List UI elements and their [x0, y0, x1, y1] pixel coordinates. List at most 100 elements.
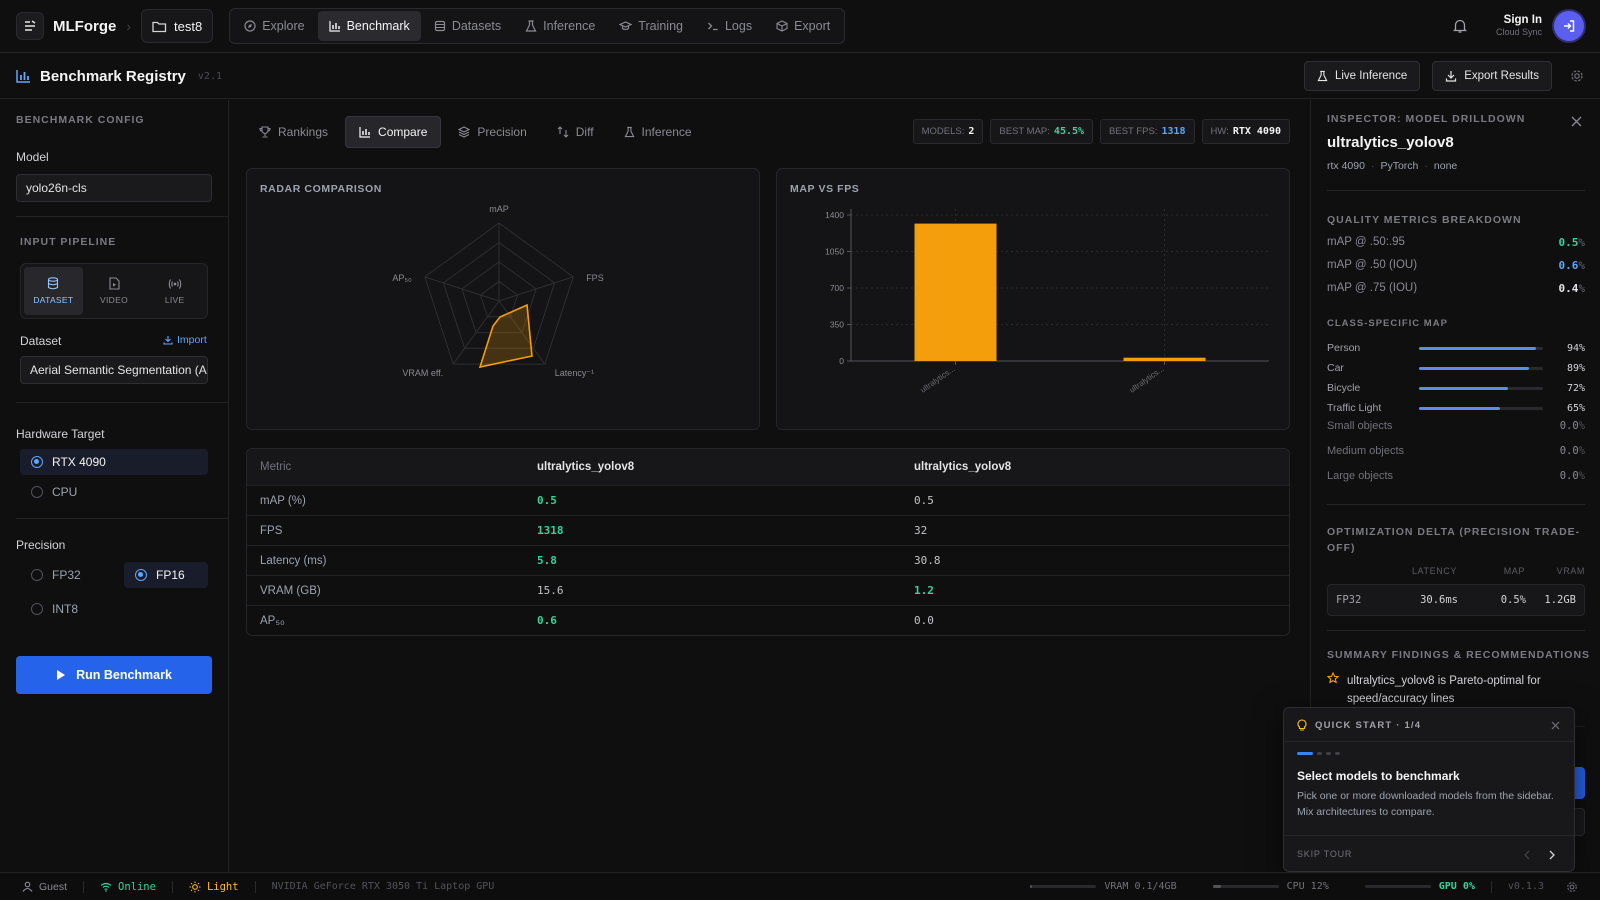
logo-icon[interactable]: [16, 12, 44, 40]
table-row[interactable]: Latency (ms) 5.8 30.8: [247, 545, 1289, 575]
radar-axis-label: mAP: [489, 204, 509, 214]
inspector-panel: INSPECTOR: MODEL DRILLDOWN ultralytics_y…: [1310, 100, 1600, 872]
tab-rankings[interactable]: Rankings: [246, 116, 341, 148]
sign-in-link[interactable]: Sign In Cloud Sync: [1496, 14, 1542, 38]
chevron-left-icon[interactable]: [1523, 850, 1531, 860]
precision-option-fp16[interactable]: FP16: [124, 562, 208, 588]
nav-export-label: Export: [794, 19, 831, 33]
inspector-extra: none: [1433, 160, 1458, 172]
class-map-row: Car 89%: [1327, 360, 1585, 376]
header-model-a[interactable]: ultralytics_yolov8: [537, 461, 635, 473]
pipeline-video-option[interactable]: VIDEO: [85, 267, 144, 315]
gpu-label: GPU 0%: [1438, 881, 1475, 892]
delta-header-vram: VRAM: [1556, 566, 1585, 576]
run-benchmark-button[interactable]: Run Benchmark: [16, 656, 212, 694]
radar-grid-ring: [461, 261, 537, 334]
delta-section-label: OPTIMIZATION DELTA (PRECISION TRADE- OFF…: [1327, 524, 1580, 556]
cell-model-b: 0.5: [914, 494, 1289, 507]
project-selector[interactable]: test8: [141, 9, 214, 43]
table-row[interactable]: VRAM (GB) 15.6 1.2: [247, 575, 1289, 605]
pipeline-live-option[interactable]: LIVE: [145, 267, 204, 315]
page-header: Benchmark Registry v2.1 Live Inference E…: [0, 54, 1600, 99]
database-icon: [47, 277, 59, 290]
header-metric: Metric: [260, 461, 292, 473]
gpu-meter: [1364, 885, 1431, 888]
table-row[interactable]: mAP (%) 0.5 0.5: [247, 485, 1289, 515]
gear-icon[interactable]: [1566, 881, 1578, 893]
nav-export[interactable]: Export: [765, 11, 841, 41]
y-tick-label: 0: [839, 356, 844, 366]
status-user[interactable]: Guest: [22, 881, 67, 893]
compass-icon: [244, 20, 256, 32]
tab-diff[interactable]: Diff: [544, 116, 607, 148]
header-model-b[interactable]: ultralytics_yolov8: [914, 461, 1012, 473]
class-name: Person: [1327, 342, 1361, 354]
close-icon[interactable]: [1571, 116, 1582, 127]
dataset-input[interactable]: Aerial Semantic Segmentation (Ae: [20, 356, 208, 384]
cell-model-b: 1.2: [914, 584, 1289, 597]
nav-explore[interactable]: Explore: [233, 11, 315, 41]
chevron-right-icon[interactable]: [1548, 850, 1556, 860]
metric-name: AP₅₀: [260, 614, 285, 627]
partially-hidden-button[interactable]: [1573, 767, 1585, 799]
export-results-button[interactable]: Export Results: [1432, 61, 1552, 91]
partially-hidden-button[interactable]: [1573, 808, 1585, 836]
nav-benchmark[interactable]: Benchmark: [317, 11, 421, 41]
meta-separator: ·: [1424, 160, 1428, 172]
skip-tour-button[interactable]: SKIP TOUR: [1297, 849, 1353, 859]
precision-option-fp32[interactable]: FP32: [20, 562, 116, 588]
bar-1[interactable]: [1123, 357, 1206, 361]
metric-value-b: 1.2: [914, 584, 934, 597]
bell-icon[interactable]: [1452, 18, 1468, 34]
stat-models-value: 2: [968, 126, 975, 137]
quality-value-unit: %: [1578, 259, 1585, 272]
nav-inference[interactable]: Inference: [514, 11, 606, 41]
tab-compare[interactable]: Compare: [345, 116, 442, 148]
nav-training[interactable]: Training: [608, 11, 694, 41]
stat-models-label: MODELS:: [921, 126, 965, 137]
nav-explore-label: Explore: [262, 19, 305, 33]
theme-toggle[interactable]: Light: [189, 881, 239, 893]
stat-best-fps-label: BEST FPS:: [1109, 126, 1158, 137]
tab-inference[interactable]: Inference: [611, 116, 705, 148]
gear-icon[interactable]: [1570, 69, 1584, 83]
nav-datasets[interactable]: Datasets: [423, 11, 512, 41]
class-map-percent: 89%: [1566, 362, 1585, 374]
metric-value-b: 0.5: [914, 494, 934, 507]
quality-metric-value: 0.6%: [1559, 259, 1586, 272]
flask-icon: [525, 20, 537, 32]
class-name: Bicycle: [1327, 382, 1361, 394]
quality-value-number: 0.6: [1558, 259, 1579, 272]
model-input[interactable]: yolo26n-cls: [16, 174, 212, 202]
inspector-hw: rtx 4090: [1327, 160, 1365, 172]
wifi-icon: [100, 882, 112, 892]
stat-hw-label: HW:: [1210, 126, 1229, 137]
broadcast-icon: [168, 278, 182, 290]
nav-logs[interactable]: Logs: [696, 11, 763, 41]
quality-metric-label: mAP @ .50:.95: [1327, 236, 1405, 248]
sign-in-avatar[interactable]: [1554, 11, 1584, 41]
delta-label-line-2: OFF): [1327, 542, 1356, 554]
app-name: MLForge: [53, 17, 117, 35]
hardware-option-rtx4090[interactable]: RTX 4090: [20, 449, 208, 475]
object-size-unit: %: [1578, 470, 1585, 482]
gpu-name: NVIDIA GeForce RTX 3050 Ti Laptop GPU: [271, 881, 495, 892]
table-row[interactable]: FPS 1318 32: [247, 515, 1289, 545]
hardware-option-cpu[interactable]: CPU: [20, 479, 208, 505]
close-icon[interactable]: [1551, 721, 1560, 730]
chart-title: MAP VS FPS: [790, 183, 860, 195]
cell-model-b: 32: [914, 524, 1289, 537]
radar-axis-line: [498, 300, 546, 365]
stat-hw-value: RTX 4090: [1232, 126, 1281, 137]
precision-option-int8[interactable]: INT8: [20, 596, 116, 622]
import-link[interactable]: Import: [163, 334, 207, 346]
object-size-label: Large objects: [1327, 470, 1394, 482]
pipeline-dataset-option[interactable]: DATASET: [24, 267, 83, 315]
table-row[interactable]: AP₅₀ 0.6 0.0: [247, 605, 1289, 635]
live-inference-button[interactable]: Live Inference: [1303, 61, 1421, 91]
cpu-label: CPU 12%: [1286, 881, 1329, 892]
radar-axis-line: [498, 276, 574, 302]
bar-0[interactable]: [914, 223, 997, 361]
status-bar: Guest Online Light NVIDIA GeForce RTX 30…: [0, 872, 1600, 900]
tab-precision[interactable]: Precision: [445, 116, 539, 148]
